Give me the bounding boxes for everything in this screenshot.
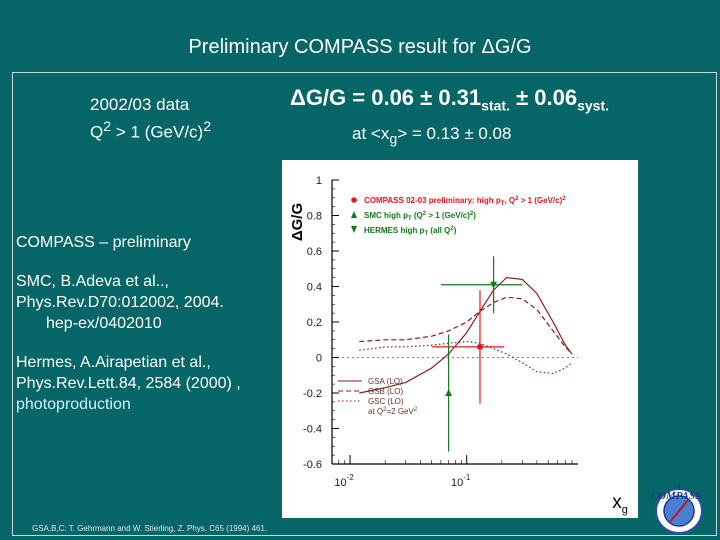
slide-title: Preliminary COMPASS result for ΔG/G	[188, 36, 532, 58]
mean-xg-pre: at <x	[352, 124, 390, 143]
svg-text:COMPASS: COMPASS	[651, 490, 702, 502]
ref-hermes-note: photoproduction	[16, 396, 131, 413]
y-tick-label: -0.2	[303, 388, 322, 400]
legend-bottom-entry: at Q2=2 GeV2	[368, 407, 418, 416]
hermes-point	[490, 281, 498, 289]
chart-svg: 1 0.8 0.6 0.4 0.2 0 -0.2 -0.4 -0.6 10-2 10-1 ΔG/G xg…	[289, 175, 628, 516]
ref-smc-journal: Phys.Rev.D70:012002, 2004.	[16, 294, 224, 311]
curve-gsc	[359, 340, 573, 375]
legend-top-entry: COMPASS 02-03 preliminary: high pT, Q2 >…	[364, 196, 566, 207]
result-syst-label: syst.	[577, 97, 610, 114]
q2-cut-rest: > 1 (GeV/c)	[111, 122, 204, 142]
x-tick-label: 10-2	[334, 473, 354, 489]
legend-marker	[351, 197, 357, 203]
compass-logo: COMPASS	[651, 484, 703, 534]
ref-compass: COMPASS – preliminary	[16, 234, 191, 251]
smc-point	[445, 389, 453, 396]
result-stat-label: stat.	[481, 97, 510, 114]
q2-cut-sup2: 2	[203, 119, 212, 135]
ref-smc-arxiv: hep-ex/0402010	[46, 315, 162, 332]
x-axis-label: xg	[612, 492, 628, 516]
curve-gsa	[359, 276, 573, 394]
y-tick-label: -0.6	[303, 459, 322, 471]
content-frame	[12, 72, 717, 536]
mean-xg-sub: g	[389, 131, 398, 148]
y-tick-label: -0.4	[303, 424, 322, 436]
curve-gsb	[359, 296, 573, 355]
x-tick-label: 10-1	[451, 473, 471, 489]
legend-marker	[351, 211, 357, 218]
result-main: ΔG/G = 0.06 ± 0.31	[290, 85, 482, 110]
q2-cut-sup: 2	[103, 119, 112, 135]
compass-point	[476, 343, 483, 350]
y-tick-label: 0.6	[307, 246, 322, 258]
legend-marker	[351, 226, 357, 233]
q2-cut-q: Q	[90, 122, 104, 142]
y-tick-label: 1	[316, 175, 322, 187]
legend-bottom-entry: GSA (LO)	[368, 377, 403, 386]
legend-bottom-entry: GSB (LO)	[368, 387, 403, 396]
mean-xg-post: > = 0.13 ± 0.08	[397, 124, 512, 143]
data-years: 2002/03 data	[90, 95, 190, 114]
data-info: 2002/03 data Q2 > 1 (GeV/c)2	[90, 94, 211, 144]
legend-top-entry: SMC high pT (Q2 > 1 (GeV/c)2)	[364, 211, 476, 222]
q2-cut: Q2 > 1 (GeV/c)2	[90, 116, 211, 144]
y-axis-label: ΔG/G	[289, 203, 306, 241]
y-tick-label: 0	[316, 353, 322, 365]
y-tick-label: 0.4	[307, 282, 322, 294]
y-tick-label: 0.2	[307, 317, 322, 329]
delta-g-plot: 1 0.8 0.6 0.4 0.2 0 -0.2 -0.4 -0.6 10-2 10-1 ΔG/G xg…	[282, 160, 638, 518]
y-tick-label: 0.8	[307, 211, 322, 223]
footnote: GSA,B,C: T. Gehrmann and W. Stierling, Z…	[32, 524, 268, 533]
references: COMPASS – preliminary SMC, B.Adeva et al…	[16, 232, 241, 415]
result-value: ΔG/G = 0.06 ± 0.31stat. ± 0.06syst.	[290, 85, 609, 113]
legend-top-entry: HERMES high pT (all Q2)	[364, 226, 457, 237]
ref-smc-authors: SMC, B.Adeva et al..,	[16, 273, 169, 290]
mean-xg: at <xg> = 0.13 ± 0.08	[352, 124, 511, 147]
result-syst-value: ± 0.06	[509, 85, 578, 110]
legend-bottom-entry: GSC (LO)	[368, 397, 404, 406]
ref-hermes-authors: Hermes, A.Airapetian et al.,	[16, 354, 211, 371]
ref-hermes-journal: Phys.Rev.Lett.84, 2584 (2000) ,	[16, 375, 241, 392]
